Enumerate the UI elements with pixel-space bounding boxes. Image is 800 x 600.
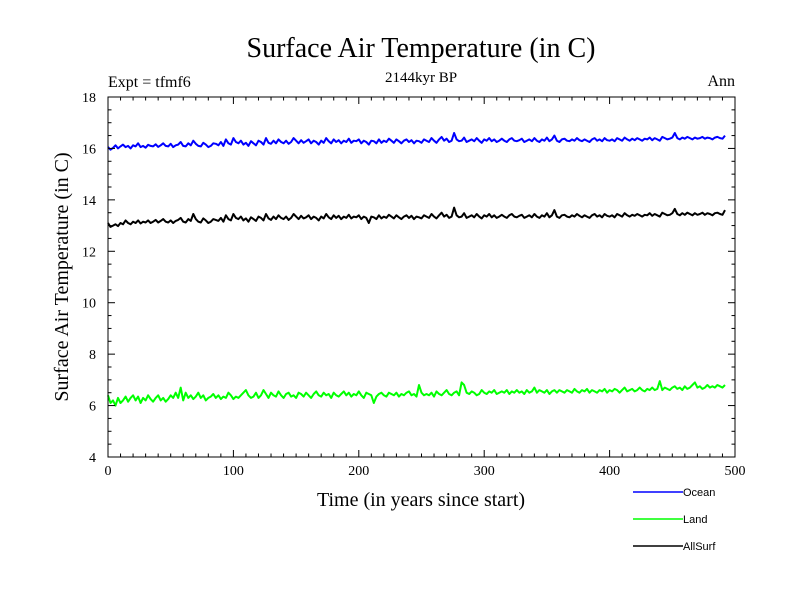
x-tick-label: 200 (348, 464, 369, 479)
y-tick-label: 18 (82, 91, 96, 106)
y-tick-label: 8 (89, 348, 96, 363)
legend-label-allsurf: AllSurf (683, 541, 716, 553)
x-tick-label: 100 (223, 464, 244, 479)
chart-title: Surface Air Temperature (in C) (247, 33, 596, 64)
legend-label-ocean: Ocean (683, 487, 715, 499)
legend-label-land: Land (683, 514, 707, 526)
experiment-label: Expt = tfmf6 (108, 74, 191, 91)
x-tick-label: 300 (474, 464, 495, 479)
x-tick-label: 400 (599, 464, 620, 479)
y-tick-label: 14 (82, 194, 96, 209)
axis-layer: 0 100 200 300 400 500 4 6 8 10 12 14 16 18 (82, 91, 746, 479)
season-label: Ann (707, 73, 735, 90)
series-line-ocean (107, 132, 726, 151)
series-line-land (107, 380, 726, 407)
y-axis-label: Surface Air Temperature (in C) (51, 152, 73, 401)
legend: Ocean Land AllSurf (633, 487, 716, 553)
y-tick-label: 10 (82, 297, 96, 312)
y-tick-label: 16 (82, 142, 96, 157)
chart-subtitle: 2144kyr BP (385, 70, 457, 86)
plot-frame (107, 96, 736, 458)
x-tick-label: 500 (725, 464, 746, 479)
x-axis-label: Time (in years since start) (317, 489, 525, 511)
y-tick-label: 4 (89, 451, 96, 466)
y-tick-label: 6 (89, 400, 96, 415)
series-line-allsurf (107, 206, 726, 228)
series-layer (107, 132, 726, 407)
y-tick-label: 12 (82, 245, 96, 260)
x-tick-label: 0 (105, 464, 112, 479)
